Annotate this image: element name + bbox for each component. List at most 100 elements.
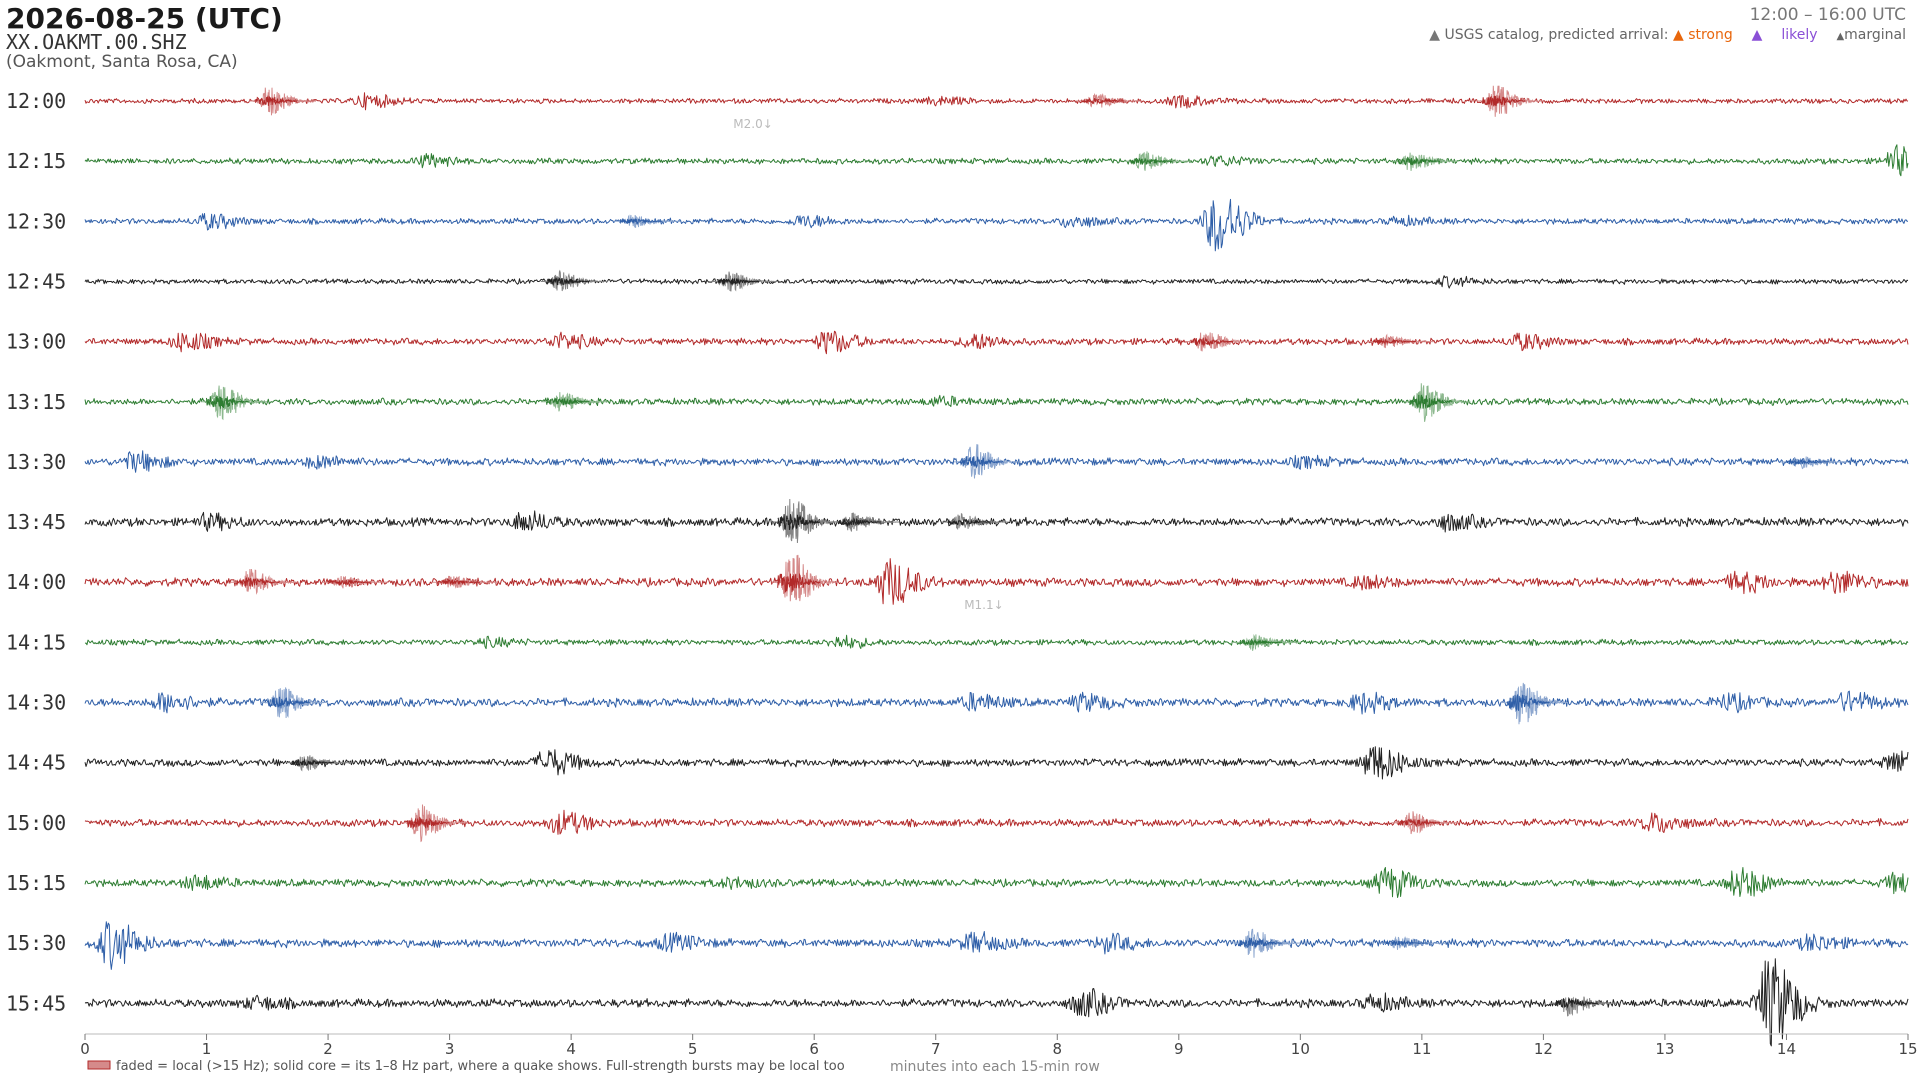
- trace-line: [84, 958, 1909, 1047]
- x-tick-label: 0: [80, 1040, 90, 1058]
- local-burst: [1379, 936, 1447, 950]
- trace-row: 15:45: [6, 958, 1909, 1047]
- footnote-text: faded = local (>15 Hz); solid core = its…: [116, 1059, 845, 1074]
- trace-line: [84, 558, 1909, 605]
- trace-row: 13:30: [6, 444, 1909, 479]
- row-time-label: 12:15: [6, 149, 66, 173]
- burst-core: [1239, 937, 1283, 949]
- burst-core: [291, 758, 335, 767]
- trace-line: [84, 746, 1909, 780]
- trace-row: 13:00: [6, 330, 1909, 355]
- local-burst: [200, 385, 268, 421]
- trace-row: 12:45: [6, 269, 1909, 293]
- row-time-label: 13:30: [6, 450, 66, 474]
- legend-marginal: marginal: [1844, 27, 1906, 43]
- x-tick-label: 10: [1291, 1040, 1310, 1058]
- burst-core: [1081, 97, 1125, 105]
- burst-core: [777, 514, 821, 531]
- trace-row: 14:30: [6, 682, 1909, 725]
- trace-line: [84, 510, 1909, 533]
- x-tick-label: 6: [809, 1040, 819, 1058]
- burst-core: [1397, 818, 1441, 828]
- x-tick-label: 13: [1655, 1040, 1674, 1058]
- burst-core: [267, 696, 311, 709]
- x-tick-label: 2: [323, 1040, 333, 1058]
- burst-core: [1239, 638, 1283, 646]
- burst-core: [1385, 939, 1428, 947]
- local-burst: [1391, 152, 1459, 171]
- trace-row: 13:15: [6, 383, 1909, 422]
- burst-core: [236, 576, 280, 587]
- local-burst: [322, 575, 389, 589]
- trace-row: 12:30: [6, 198, 1908, 252]
- burst-core: [619, 217, 663, 225]
- burst-core: [327, 579, 371, 586]
- x-tick-label: 4: [566, 1040, 576, 1058]
- x-tick-label: 1: [202, 1040, 212, 1058]
- local-burst: [1549, 996, 1617, 1017]
- burst-core: [1482, 95, 1526, 107]
- row-time-label: 15:30: [6, 931, 66, 955]
- trace-row: 13:45: [6, 498, 1909, 544]
- triangle-icon: ▲: [1429, 27, 1441, 43]
- quake-annotation: M2.0↓: [733, 117, 773, 131]
- local-burst: [1124, 151, 1192, 171]
- burst-core: [947, 518, 991, 526]
- x-tick-label: 11: [1412, 1040, 1431, 1058]
- burst-core: [1129, 157, 1173, 165]
- triangle-strong-icon: ▲: [1672, 27, 1684, 43]
- row-time-label: 12:00: [6, 89, 66, 113]
- trace-row: 15:15: [6, 867, 1909, 898]
- trace-line: [84, 275, 1909, 289]
- row-time-label: 15:15: [6, 871, 66, 895]
- trace-row: 12:00: [6, 85, 1909, 117]
- trace-line: [84, 690, 1909, 715]
- burst-core: [1397, 156, 1441, 166]
- burst-core: [1409, 394, 1453, 409]
- burst-core: [1372, 337, 1416, 346]
- page-title: 2026-08-25 (UTC): [6, 2, 283, 35]
- burst-core: [838, 517, 882, 528]
- row-time-label: 14:30: [6, 691, 66, 715]
- time-range: 12:00 – 16:00 UTC: [1749, 5, 1906, 25]
- trace-line: [84, 809, 1909, 835]
- trace-line: [84, 867, 1909, 898]
- trace-line: [84, 450, 1909, 473]
- local-burst: [1403, 383, 1471, 422]
- burst-core: [255, 95, 298, 106]
- trace-line: [84, 330, 1909, 355]
- trace-line: [84, 144, 1909, 177]
- burst-core: [1786, 457, 1830, 466]
- row-time-label: 13:15: [6, 390, 66, 414]
- x-tick-label: 3: [445, 1040, 455, 1058]
- quake-annotation: M1.1↓: [964, 598, 1004, 612]
- row-time-label: 14:45: [6, 751, 66, 775]
- row-time-label: 15:45: [6, 991, 66, 1015]
- row-time-label: 13:00: [6, 330, 66, 354]
- x-tick-label: 9: [1174, 1040, 1184, 1058]
- burst-core: [546, 277, 590, 286]
- row-time-label: 12:30: [6, 209, 66, 233]
- trace-line: [84, 394, 1909, 407]
- row-time-label: 13:45: [6, 510, 66, 534]
- footnote-swatch: [87, 1060, 111, 1070]
- trace-row: 14:15: [6, 630, 1909, 654]
- trace-line: [84, 198, 1908, 252]
- local-burst: [771, 498, 839, 544]
- triangle-likely-icon: ▲: [1751, 27, 1763, 43]
- trace-row: 15:00: [6, 804, 1909, 843]
- row-time-label: 14:00: [6, 570, 66, 594]
- trace-row: 14:00: [6, 554, 1909, 605]
- burst-core: [1555, 997, 1599, 1010]
- x-axis-label: minutes into each 15-min row: [890, 1059, 1100, 1075]
- local-burst: [540, 392, 608, 412]
- catalog-legend: ▲ USGS catalog, predicted arrival: ▲ str…: [1429, 27, 1906, 43]
- trace-row: 12:15: [6, 144, 1909, 177]
- x-tick-label: 12: [1534, 1040, 1553, 1058]
- burst-core: [716, 277, 760, 286]
- x-tick-label: 7: [931, 1040, 941, 1058]
- burst-core: [1190, 336, 1234, 347]
- x-tick-label: 8: [1052, 1040, 1062, 1058]
- legend-likely: likely: [1781, 27, 1818, 43]
- x-tick-label: 5: [688, 1040, 698, 1058]
